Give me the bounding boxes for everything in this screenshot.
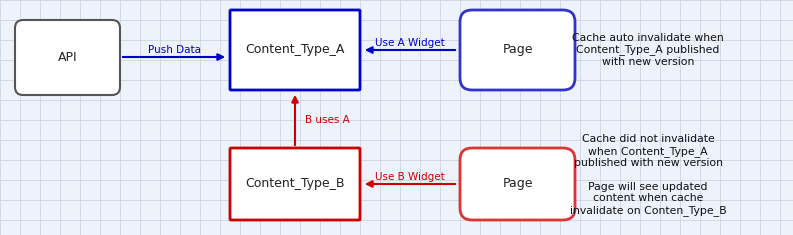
FancyBboxPatch shape	[230, 148, 360, 220]
Text: Use A Widget: Use A Widget	[375, 38, 445, 48]
Text: API: API	[58, 51, 77, 64]
Text: Cache did not invalidate
when Content_Type_A
published with new version

Page wi: Cache did not invalidate when Content_Ty…	[569, 134, 726, 216]
Text: Page: Page	[502, 43, 533, 56]
Text: Use B Widget: Use B Widget	[375, 172, 445, 182]
FancyBboxPatch shape	[15, 20, 120, 95]
Text: B uses A: B uses A	[305, 115, 350, 125]
FancyBboxPatch shape	[230, 10, 360, 90]
Text: Push Data: Push Data	[147, 45, 201, 55]
FancyBboxPatch shape	[460, 10, 575, 90]
Text: Content_Type_B: Content_Type_B	[245, 177, 345, 191]
Text: Cache auto invalidate when
Content_Type_A published
with new version: Cache auto invalidate when Content_Type_…	[572, 33, 724, 67]
Text: Page: Page	[502, 177, 533, 191]
FancyBboxPatch shape	[460, 148, 575, 220]
Text: Content_Type_A: Content_Type_A	[245, 43, 345, 56]
